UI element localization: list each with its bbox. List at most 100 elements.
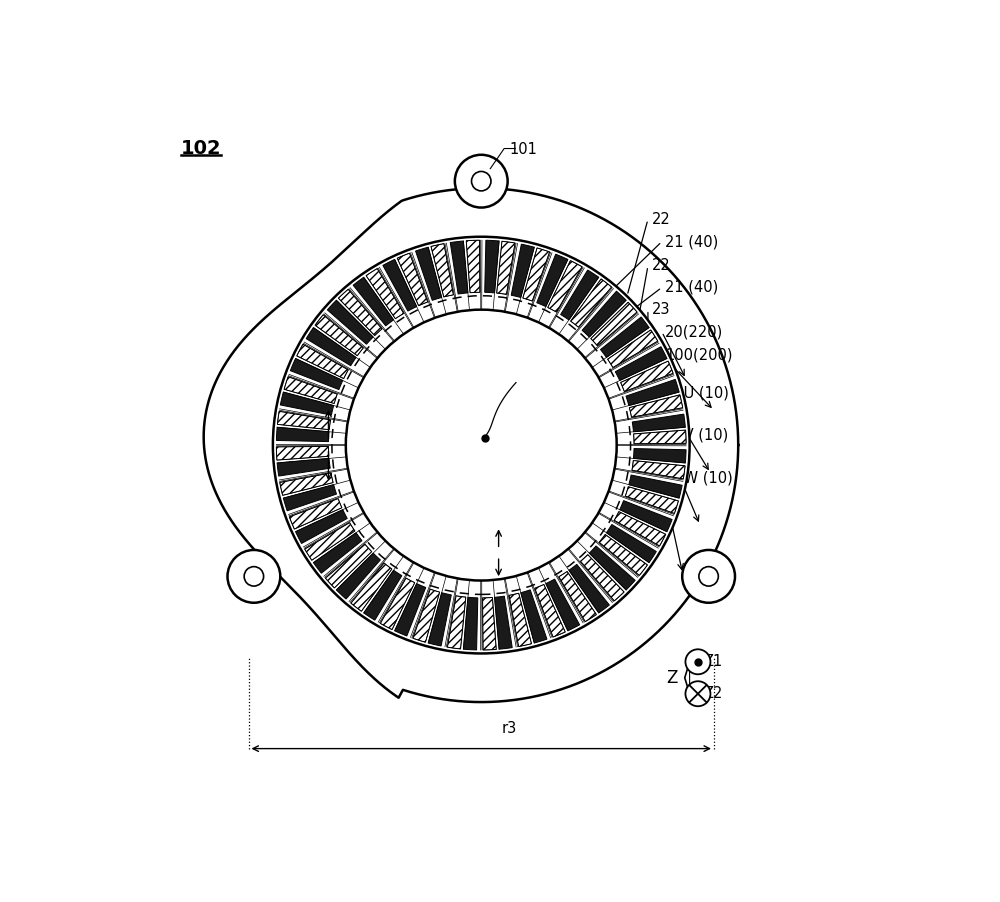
Polygon shape <box>315 315 363 355</box>
Polygon shape <box>632 461 685 479</box>
Polygon shape <box>559 572 596 621</box>
Polygon shape <box>521 590 547 643</box>
Polygon shape <box>413 589 440 642</box>
Polygon shape <box>466 240 480 293</box>
Polygon shape <box>546 579 580 630</box>
Polygon shape <box>629 475 682 498</box>
Polygon shape <box>580 555 624 601</box>
Circle shape <box>685 681 710 706</box>
Polygon shape <box>537 254 568 307</box>
Polygon shape <box>416 247 442 300</box>
Text: 10V (10): 10V (10) <box>665 428 729 442</box>
Text: 23: 23 <box>651 302 670 318</box>
Text: Z2: Z2 <box>703 686 723 701</box>
Polygon shape <box>204 189 738 702</box>
Polygon shape <box>397 253 428 306</box>
Polygon shape <box>313 533 362 573</box>
Polygon shape <box>523 248 550 301</box>
Polygon shape <box>450 241 468 294</box>
Polygon shape <box>626 380 679 406</box>
Polygon shape <box>296 510 347 544</box>
Text: 10U (10): 10U (10) <box>665 385 729 400</box>
Polygon shape <box>621 361 673 391</box>
Polygon shape <box>509 594 532 647</box>
Polygon shape <box>380 578 415 630</box>
Text: 100(200): 100(200) <box>665 347 733 363</box>
Polygon shape <box>428 593 451 646</box>
Polygon shape <box>284 377 337 403</box>
Polygon shape <box>511 244 534 298</box>
Polygon shape <box>608 330 658 367</box>
Polygon shape <box>535 584 565 637</box>
Polygon shape <box>569 565 609 613</box>
Polygon shape <box>277 458 330 476</box>
Circle shape <box>346 309 617 581</box>
Polygon shape <box>571 279 612 327</box>
Polygon shape <box>495 596 512 649</box>
Polygon shape <box>338 290 382 336</box>
Polygon shape <box>634 430 686 444</box>
Polygon shape <box>276 446 329 460</box>
Polygon shape <box>463 597 478 650</box>
Text: r3: r3 <box>501 721 517 736</box>
Polygon shape <box>615 346 667 381</box>
Polygon shape <box>431 244 453 297</box>
Polygon shape <box>599 535 647 575</box>
Polygon shape <box>277 411 331 429</box>
Polygon shape <box>305 522 355 560</box>
Polygon shape <box>614 511 666 546</box>
Polygon shape <box>497 241 515 294</box>
Text: 101: 101 <box>510 142 538 157</box>
Polygon shape <box>289 499 342 529</box>
Polygon shape <box>582 291 626 337</box>
Text: 102: 102 <box>181 140 221 159</box>
Polygon shape <box>620 501 672 531</box>
Text: 20(220): 20(220) <box>665 325 724 339</box>
Polygon shape <box>280 473 333 495</box>
Text: 10W (10): 10W (10) <box>665 470 733 485</box>
Circle shape <box>273 236 690 653</box>
Text: B1: B1 <box>506 532 524 546</box>
Circle shape <box>455 155 508 207</box>
Polygon shape <box>353 277 394 326</box>
Polygon shape <box>290 358 343 390</box>
Polygon shape <box>280 392 334 415</box>
Polygon shape <box>633 448 686 463</box>
Polygon shape <box>336 553 380 599</box>
Polygon shape <box>485 240 499 293</box>
Polygon shape <box>395 584 426 636</box>
Text: B2: B2 <box>506 559 524 574</box>
Polygon shape <box>606 524 656 563</box>
Circle shape <box>685 649 710 675</box>
Polygon shape <box>325 544 372 588</box>
Text: 21 (40): 21 (40) <box>665 280 719 295</box>
Polygon shape <box>383 260 417 311</box>
Circle shape <box>227 550 280 603</box>
Polygon shape <box>297 345 348 379</box>
Text: A1: A1 <box>341 418 359 431</box>
Polygon shape <box>327 300 373 345</box>
Polygon shape <box>276 428 329 442</box>
Polygon shape <box>589 546 635 590</box>
Polygon shape <box>447 596 466 649</box>
Polygon shape <box>364 570 402 621</box>
Text: Z1: Z1 <box>703 654 723 669</box>
Polygon shape <box>306 327 356 365</box>
Polygon shape <box>548 261 582 312</box>
Text: C1: C1 <box>519 365 538 379</box>
Polygon shape <box>632 414 685 432</box>
Text: 22: 22 <box>651 258 670 273</box>
Text: 21 (40): 21 (40) <box>665 235 719 249</box>
Polygon shape <box>283 484 337 511</box>
Polygon shape <box>625 487 678 513</box>
Polygon shape <box>591 302 637 345</box>
Polygon shape <box>351 563 392 612</box>
Text: A2: A2 <box>341 459 359 473</box>
Circle shape <box>682 550 735 603</box>
Polygon shape <box>600 317 649 357</box>
Polygon shape <box>483 597 496 650</box>
Polygon shape <box>561 270 599 320</box>
Text: Z: Z <box>667 668 678 686</box>
Polygon shape <box>366 269 404 318</box>
Text: 22: 22 <box>651 212 670 227</box>
